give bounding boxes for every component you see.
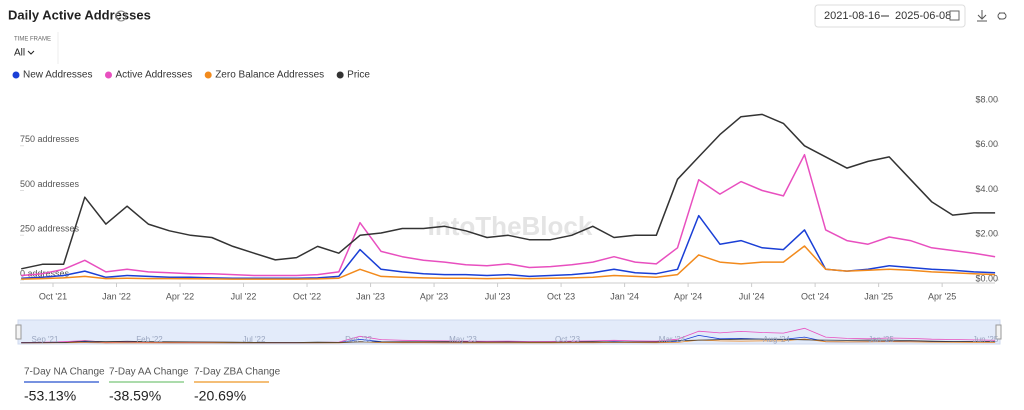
legend-marker[interactable] [204,71,212,79]
navigator-line [21,338,996,344]
legend-label[interactable]: Active Addresses [115,70,192,81]
date-from: 2021-08-16 [824,10,880,22]
x-tick-label: Apr '22 [166,291,194,301]
y2-tick-label: $8.00 [975,94,998,104]
series-line [21,113,996,270]
navigator-label: Jan '25 [868,335,894,344]
navigator-label: Aug '24 [763,335,790,344]
stat-label: 7-Day ZBA Change [194,367,281,378]
navigator-line [21,338,996,344]
timeframe-value[interactable]: All [14,48,25,59]
stat-value: -38.59% [109,388,161,404]
x-tick-label: Jul '23 [485,291,511,301]
y-tick-label: 750 addresses [20,134,80,144]
stat-label: 7-Day NA Change [24,367,105,378]
x-tick-label: Jan '23 [356,291,385,301]
legend-label[interactable]: Zero Balance Addresses [215,70,324,81]
navigator-handle[interactable] [995,324,1002,340]
navigator-label: Sep '21 [32,335,59,344]
stat-value: -20.69% [194,388,246,404]
legend-marker[interactable] [336,71,344,79]
legend-label[interactable]: New Addresses [23,70,92,81]
y2-tick-label: $4.00 [975,184,998,194]
dropdown-caret [27,50,35,55]
navigator-label: May '23 [449,335,477,344]
x-tick-label: Oct '22 [293,291,321,301]
navigator-label: Feb '22 [136,335,163,344]
navigator-label: Oct '23 [555,335,581,344]
stat-value: -53.13% [24,388,76,404]
x-tick-label: Oct '24 [801,291,829,301]
navigator-label: Jul '22 [243,335,266,344]
download-icon[interactable] [977,10,987,22]
stat-label: 7-Day AA Change [109,367,189,378]
y-tick-label: 250 addresses [20,224,80,234]
navigator-label: Dec '22 [345,335,372,344]
x-tick-label: Jul '22 [231,291,257,301]
date-range[interactable] [814,4,966,28]
navigator-label: Jun '25 [973,335,999,344]
x-tick-label: Oct '21 [39,291,67,301]
y2-tick-label: $2.00 [975,229,998,239]
legend-marker[interactable] [104,71,112,79]
x-tick-label: Apr '25 [928,291,956,301]
link-icon[interactable] [997,12,1007,20]
title: Daily Active Addresses [8,7,151,22]
date-to: 2025-06-08 [895,10,951,22]
navigator-handle[interactable] [15,324,22,340]
x-tick-label: Jan '25 [864,291,893,301]
navigator-line [21,327,996,343]
navigator-label: Mar '24 [659,335,686,344]
y-tick-label: 500 addresses [20,179,80,189]
x-tick-label: Jan '22 [102,291,131,301]
x-tick-label: Apr '23 [420,291,448,301]
legend-label[interactable]: Price [347,70,370,81]
x-tick-label: Oct '23 [547,291,575,301]
x-tick-label: Jul '24 [739,291,765,301]
x-tick-label: Apr '24 [674,291,702,301]
series-line [21,153,996,277]
help-icon[interactable] [115,10,127,22]
x-tick-label: Jan '24 [610,291,639,301]
series-line [21,245,996,280]
y2-tick-label: $6.00 [975,139,998,149]
y2-tick-label: $0.00 [975,273,998,283]
calendar-icon [949,10,960,21]
timeframe-label: TIME FRAME [14,37,51,43]
legend-marker[interactable] [12,71,20,79]
